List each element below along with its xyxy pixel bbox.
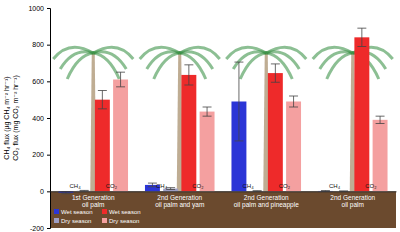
x-tick-label: 2nd Generationoil palm and pineapple	[234, 194, 299, 209]
bar	[200, 112, 215, 192]
y-tick-mark	[47, 8, 50, 9]
bar	[373, 120, 388, 192]
x-tick: 2nd Generationoil palm and yam	[155, 191, 204, 209]
bar	[268, 73, 283, 191]
y-tick-mark	[47, 191, 50, 192]
group-label: CO₂	[279, 183, 291, 189]
x-axis-line	[51, 191, 397, 192]
x-axis: 1st Generationoil palm 2nd Generationoil …	[51, 191, 397, 209]
x-tick-label: 2nd Generationoil palm and yam	[155, 194, 204, 209]
legend-swatch	[102, 218, 107, 223]
y-tick-mark	[47, 45, 50, 46]
y-tick: 0	[40, 188, 50, 195]
y-tick: 1000	[28, 5, 50, 12]
bar	[181, 75, 196, 191]
legend-label: Dry season	[61, 218, 91, 224]
x-tick-label: 1st Generationoil palm	[72, 194, 115, 209]
y-axis-title: CH₄ flux (µg CH₄ m⁻² hr⁻¹)	[3, 76, 11, 159]
error-bar	[166, 188, 175, 190]
palm-frond	[327, 53, 353, 79]
y-axis: -200 0 200 400 600 800 1000	[28, 5, 50, 232]
y-tick-mark	[47, 81, 50, 82]
chart: -200 0 200 400 600 800 1000 CH₄ flux (µg CH₄ m⁻…	[0, 0, 400, 232]
error-bar	[234, 62, 243, 141]
soil	[50, 191, 396, 228]
palm-frond	[67, 53, 93, 79]
y-tick: 200	[32, 151, 50, 158]
bar	[286, 102, 301, 192]
y-tick: -200	[30, 225, 50, 232]
x-tick: 1st Generationoil palm	[72, 191, 115, 209]
group-label: CH₄	[329, 183, 341, 189]
y-tick-label: 600	[32, 78, 44, 85]
x-tick-label: 2nd Generationoil palm	[330, 194, 375, 209]
y-tick-mark	[47, 155, 50, 156]
bar	[113, 80, 128, 192]
group-label: CO₂	[365, 183, 377, 189]
error-bar	[98, 91, 107, 109]
legend-swatch	[54, 218, 59, 223]
palms	[53, 47, 393, 191]
error-bar	[184, 65, 193, 85]
y-tick-label: 800	[32, 41, 44, 48]
legend-swatch	[102, 209, 107, 214]
error-bar	[271, 64, 280, 82]
y-tick: 800	[32, 41, 50, 48]
y-tick-label: 400	[32, 115, 44, 122]
group-label: CH₄	[69, 183, 81, 189]
error-bar	[357, 28, 366, 46]
y-tick-label: -200	[30, 225, 44, 232]
x-tick: 2nd Generationoil palm	[330, 191, 375, 209]
error-bar	[116, 72, 125, 87]
group-label: CH₄	[242, 183, 254, 189]
group-label: CO₂	[106, 183, 118, 189]
plot-area	[58, 28, 387, 194]
y-tick: 400	[32, 115, 50, 122]
x-tick: 2nd Generationoil palm and pineapple	[234, 191, 299, 209]
error-bar	[203, 107, 212, 116]
y-tick-mark	[47, 118, 50, 119]
legend-label: Wet season	[61, 209, 93, 215]
error-bar	[289, 96, 298, 107]
y-tick-label: 1000	[28, 5, 44, 12]
bar	[354, 37, 369, 191]
error-bar	[376, 116, 385, 123]
y-tick-label: 0	[40, 188, 44, 195]
palm-frond	[154, 53, 180, 79]
group-label: CH₄	[156, 183, 168, 189]
legend-swatch	[54, 209, 59, 214]
y-tick-mark	[47, 228, 50, 229]
group-label: CO₂	[192, 183, 204, 189]
legend-label: Wet season	[109, 209, 141, 215]
y-tick: 600	[32, 78, 50, 85]
y-axis-title: CO₂ flux (mg CO₂ m⁻² hr⁻¹)	[12, 75, 20, 161]
bar	[95, 100, 110, 192]
y-tick-label: 200	[32, 151, 44, 158]
legend-label: Dry season	[109, 218, 139, 224]
legend: Wet season Dry season Wet season Dry season	[54, 209, 141, 224]
palm-frond	[240, 53, 266, 79]
palm-frond	[93, 53, 119, 79]
y-axis-line	[47, 9, 51, 229]
